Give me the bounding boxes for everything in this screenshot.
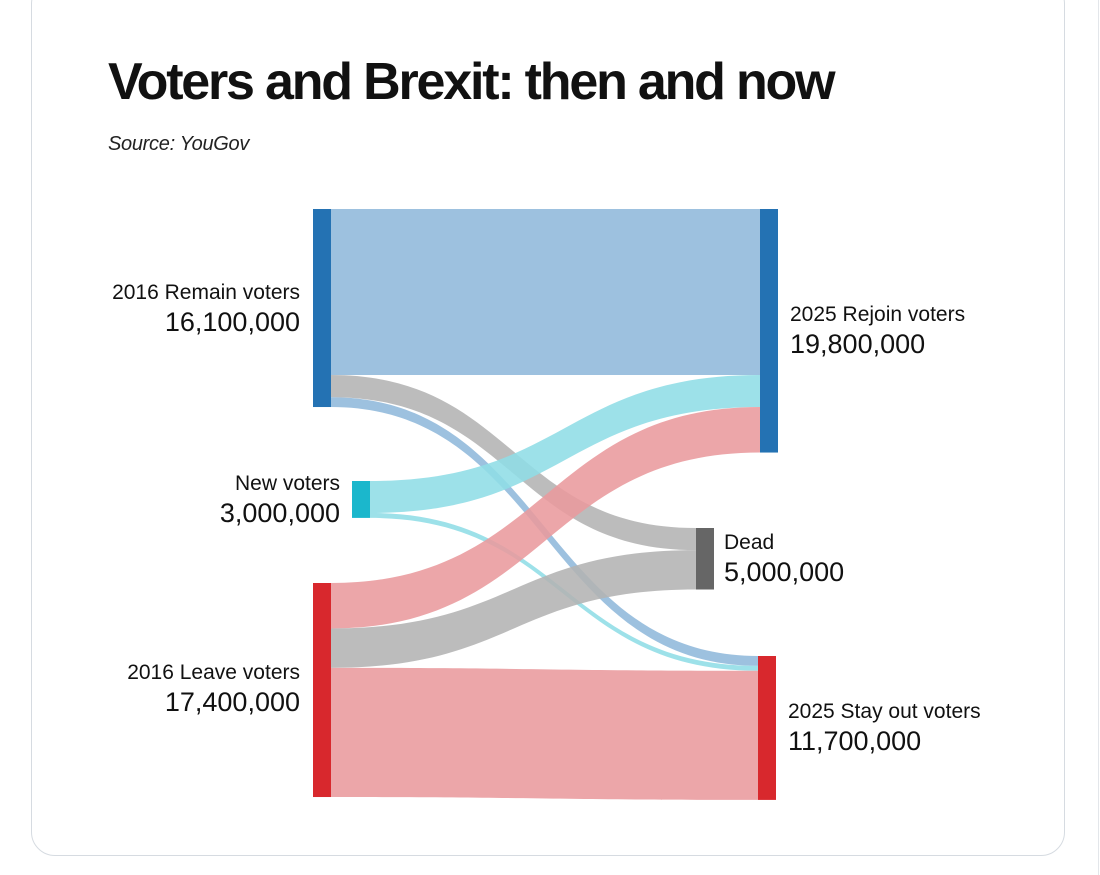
node-bar-rejoin2025 — [760, 209, 778, 453]
link-remain2016-to-rejoin2025 — [331, 209, 760, 376]
node-bar-dead — [696, 528, 714, 590]
node-value: 16,100,000 — [164, 307, 300, 337]
node-bar-remain2016 — [313, 209, 331, 408]
node-bar-leave2016 — [313, 583, 331, 798]
sankey-nodes — [313, 209, 778, 800]
node-name: 2025 Rejoin voters — [790, 303, 966, 326]
node-value: 3,000,000 — [219, 498, 340, 528]
node-label-rejoin2025: 2025 Rejoin voters 19,800,000 — [790, 304, 965, 358]
link-leave2016-to-rejoin2025 — [331, 407, 760, 629]
chart-title: Voters and Brexit: then and now — [108, 53, 836, 111]
node-name: 2025 Stay out voters — [788, 700, 981, 723]
node-name: 2016 Leave voters — [127, 661, 300, 684]
sankey-links — [331, 209, 760, 800]
node-value: 11,700,000 — [788, 726, 922, 756]
link-leave2016-to-dead — [331, 550, 696, 668]
node-label-remain2016: 2016 Remain voters 16,100,000 — [112, 282, 300, 336]
node-name: Dead — [724, 531, 775, 554]
node-label-new: New voters 3,000,000 — [220, 473, 340, 527]
node-name: 2016 Remain voters — [112, 281, 300, 304]
node-label-stayout2025: 2025 Stay out voters 11,700,000 — [788, 701, 981, 755]
node-name: New voters — [234, 472, 340, 495]
node-label-leave2016: 2016 Leave voters 17,400,000 — [127, 662, 300, 716]
node-value: 19,800,000 — [790, 329, 926, 359]
node-value: 5,000,000 — [724, 557, 845, 587]
node-bar-new — [352, 481, 370, 518]
node-label-dead: Dead 5,000,000 — [724, 532, 844, 586]
node-bar-stayout2025 — [758, 656, 776, 800]
chart-source: Source: YouGov — [108, 133, 250, 155]
link-leave2016-to-stayout2025 — [331, 667, 758, 800]
scrollbar-track — [1098, 0, 1099, 875]
link-new-to-rejoin2025 — [370, 375, 760, 513]
node-value: 17,400,000 — [164, 687, 300, 717]
